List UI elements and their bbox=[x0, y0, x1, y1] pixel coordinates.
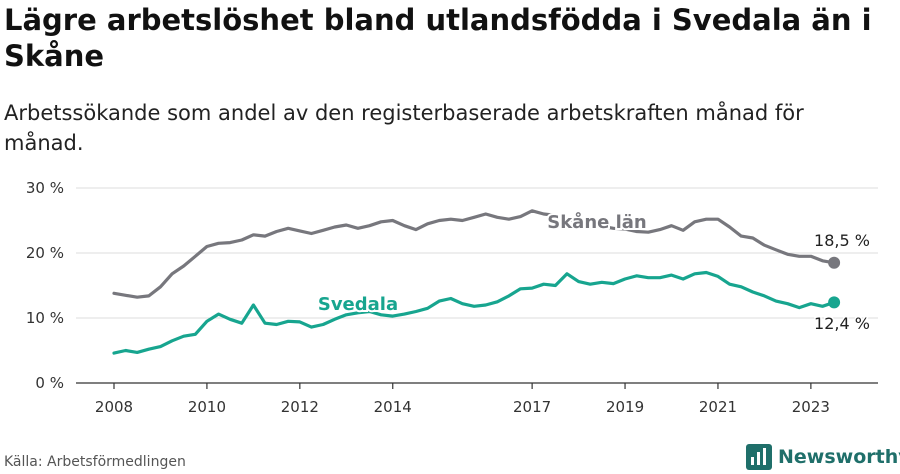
brand-logo[interactable]: Newsworthy bbox=[746, 442, 900, 472]
grid-layer bbox=[76, 187, 878, 319]
chart-title: Lägre arbetslöshet bland utlandsfödda i … bbox=[4, 3, 872, 73]
series-layer bbox=[112, 209, 841, 355]
series-line-skane bbox=[112, 209, 836, 299]
x-tick-label: 2014 bbox=[374, 398, 412, 416]
x-tick-label: 2019 bbox=[606, 398, 644, 416]
x-tick-label: 2010 bbox=[188, 398, 226, 416]
x-tick-label: 2008 bbox=[95, 398, 133, 416]
x-tick-label: 2012 bbox=[281, 398, 319, 416]
series-line-svedala bbox=[112, 270, 836, 355]
chart-subtitle: Arbetssökande som andel av den registerb… bbox=[4, 101, 804, 155]
x-tick-label: 2017 bbox=[513, 398, 551, 416]
end-point-skane bbox=[828, 256, 841, 269]
end-point-svedala bbox=[828, 296, 841, 309]
y-tick-label: 10 % bbox=[26, 309, 64, 327]
series-label-svedala: Svedala bbox=[318, 294, 398, 315]
y-tick-label: 30 % bbox=[26, 179, 64, 197]
x-tick-label: 2021 bbox=[699, 398, 737, 416]
brand-name: Newsworthy bbox=[778, 446, 900, 468]
end-value-label-svedala: 12,4 % bbox=[814, 314, 870, 333]
label-layer: Skåne län 18,5 % Svedala 12,4 % bbox=[316, 209, 872, 335]
newsworthy-logo-icon bbox=[746, 444, 772, 470]
source-note: Källa: Arbetsförmedlingen bbox=[4, 454, 186, 470]
y-tick-label: 20 % bbox=[26, 244, 64, 262]
y-tick-label: 0 % bbox=[35, 374, 64, 392]
end-value-label-skane: 18,5 % bbox=[814, 231, 870, 250]
x-tick-label: 2023 bbox=[792, 398, 830, 416]
series-label-skane: Skåne län bbox=[547, 211, 647, 233]
axis-layer: 0 % 10 % 20 % 30 % 2008 2010 2012 2014 2017 2019 2… bbox=[26, 179, 878, 416]
